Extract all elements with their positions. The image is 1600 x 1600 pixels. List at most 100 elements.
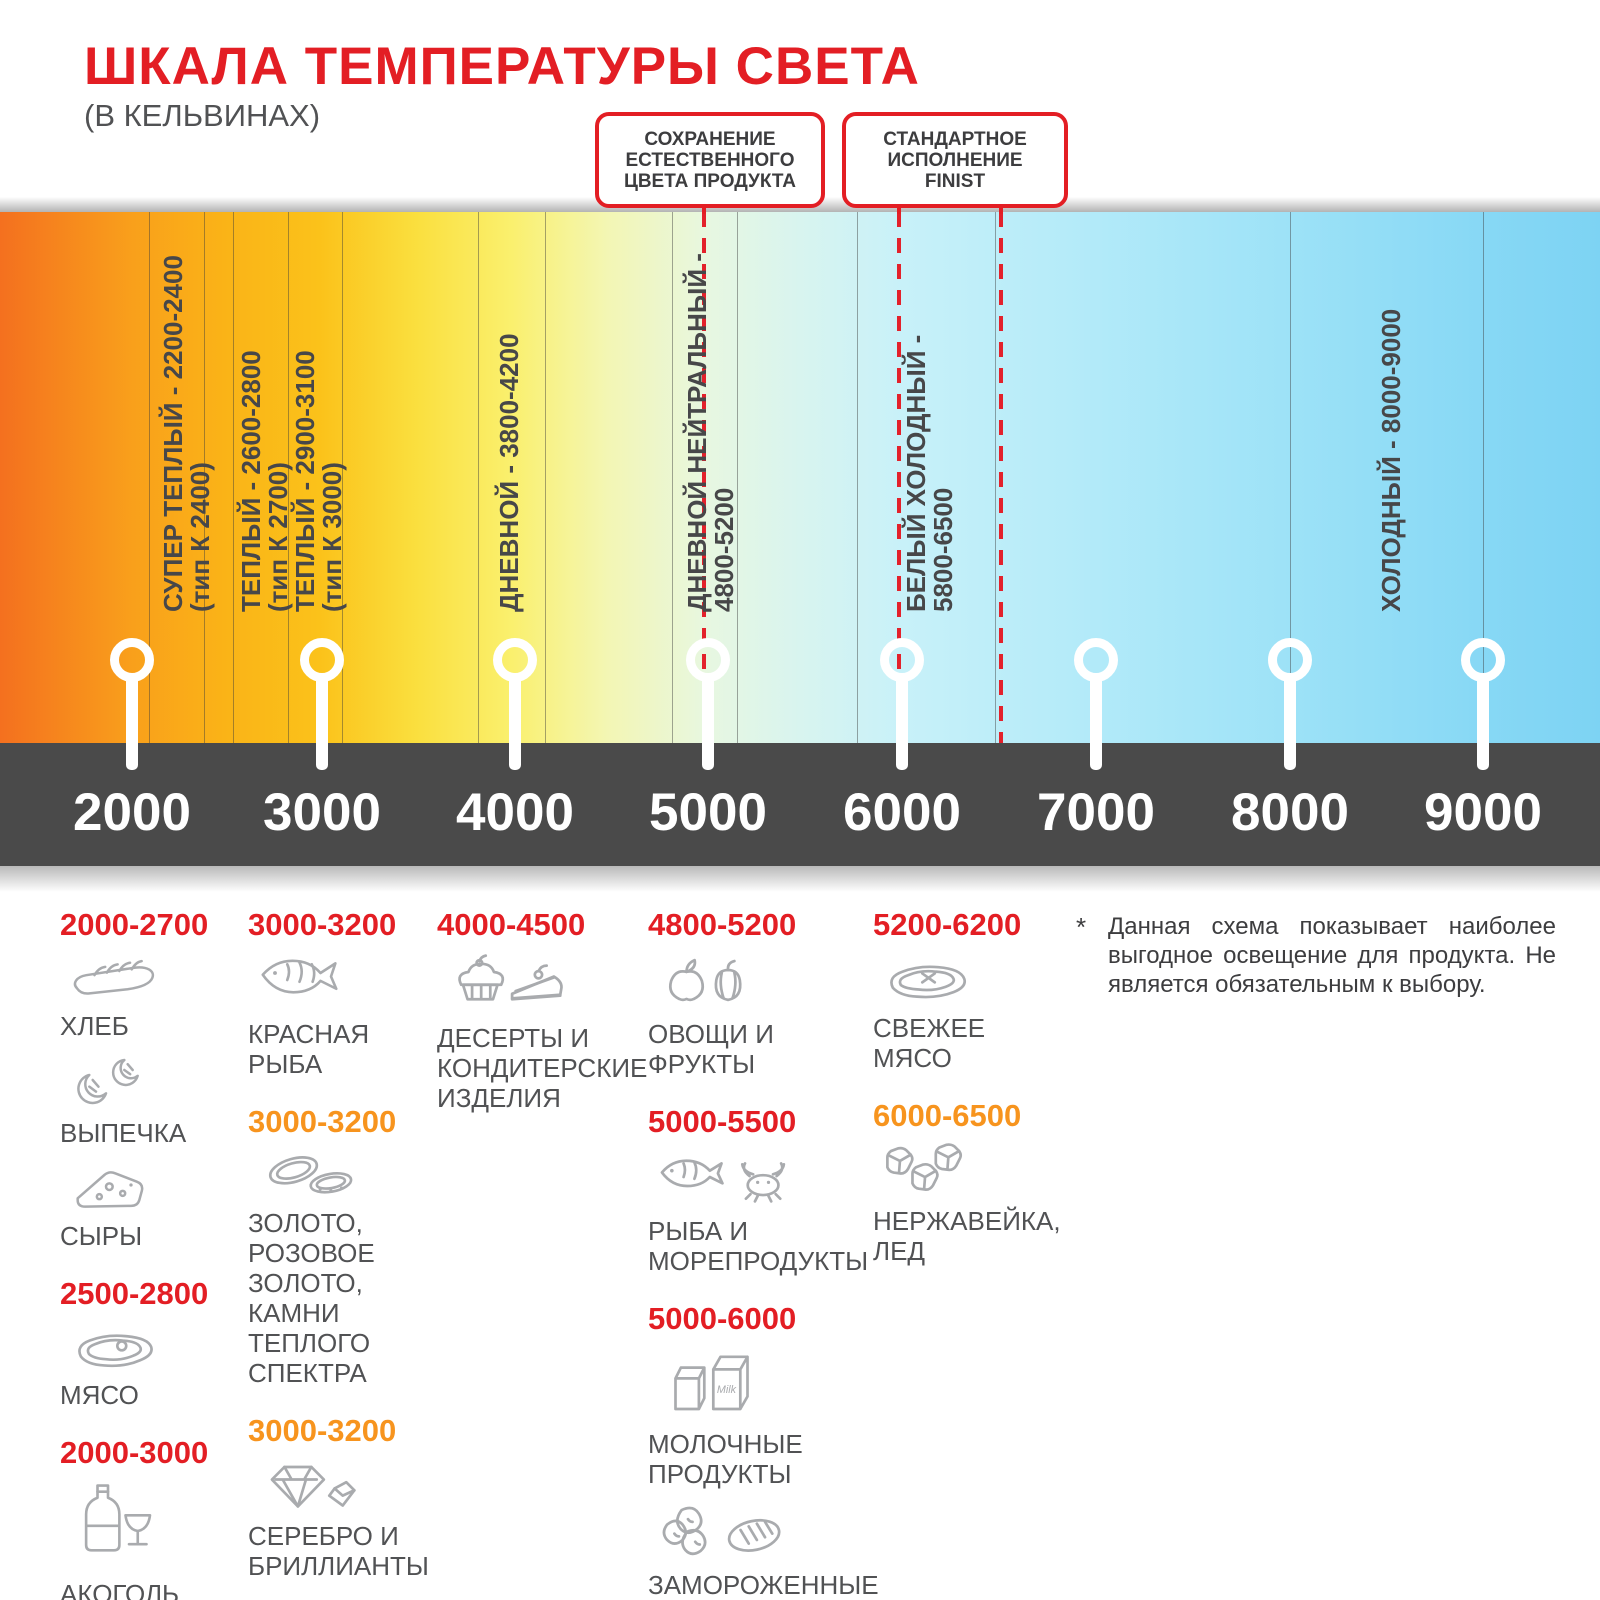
footnote-asterisk: * <box>1076 912 1087 942</box>
product-item: НЕРЖАВЕЙКА, ЛЕД <box>873 1143 1108 1266</box>
product-item: ВЫПЕЧКА <box>60 1053 245 1148</box>
product-label: МОЛОЧНЫЕ ПРОДУКТЫ <box>648 1429 803 1489</box>
tick-marker-icon <box>110 638 154 682</box>
red-fish-icon <box>254 952 453 1013</box>
zone-name: ТЕПЛЫЙ - 2600-2800 <box>236 350 266 612</box>
zone-label-super-warm: СУПЕР ТЕПЛЫЙ - 2200-2400 (тип К 2400) <box>158 255 215 612</box>
zone-name: ХОЛОДНЫЙ - 8000-9000 <box>1376 308 1406 612</box>
range-heading: 2500-2800 <box>60 1276 209 1311</box>
product-item: ХЛЕБ <box>60 952 245 1041</box>
product-item: РЫБА И МОРЕПРОДУКТЫ <box>648 1149 948 1276</box>
product-column-4: 4800-5200 ОВОЩИ И ФРУКТЫ 5000-5500 <box>648 908 948 1600</box>
fish-seafood-icon <box>654 1149 948 1210</box>
range-heading: 6000-6500 <box>873 1098 1022 1133</box>
zone-boundary-line <box>149 212 150 743</box>
product-item: МЯСО <box>60 1321 245 1410</box>
tick-marker-stem <box>702 680 714 770</box>
kelvin-axis-bar <box>0 743 1600 866</box>
product-label: ОВОЩИ И ФРУКТЫ <box>648 1019 774 1079</box>
vegetables-fruits-icon <box>654 952 948 1013</box>
product-group: 5000-6000 Milk МОЛОЧНЫЕ ПРОДУКТЫ <box>648 1302 948 1600</box>
zone-type: (тип К 2700) <box>263 462 293 612</box>
product-label: СВЕЖЕЕ МЯСО <box>873 1013 986 1073</box>
tick-marker-icon <box>300 638 344 682</box>
zone-name: БЕЛЫЙ ХОЛОДНЫЙ - <box>901 334 931 612</box>
product-item: Milk МОЛОЧНЫЕ ПРОДУКТЫ <box>648 1346 948 1489</box>
product-group: 4800-5200 ОВОЩИ И ФРУКТЫ <box>648 907 948 1080</box>
zone-label-cold: ХОЛОДНЫЙ - 8000-9000 <box>1376 308 1406 612</box>
product-item: КРАСНАЯ РЫБА <box>248 952 453 1079</box>
tick-marker-stem <box>1090 680 1102 770</box>
diamond-icon <box>254 1458 453 1515</box>
tick-marker-icon <box>880 638 924 682</box>
product-item: ДЕСЕРТЫ И КОНДИТЕРСКИЕ ИЗДЕЛИЯ <box>437 952 657 1113</box>
product-group: 4000-4500 ДЕСЕРТЫ И КОНДИТЕРСКИЕ ИЗДЕЛИЯ <box>437 908 657 1114</box>
zone-name: ДНЕВНОЙ - 3800-4200 <box>494 333 524 612</box>
range-heading: 2000-3000 <box>60 1435 209 1470</box>
zone-boundary-line <box>545 212 546 743</box>
ice-cubes-icon <box>879 1143 1108 1200</box>
zone-boundary-line <box>288 212 289 743</box>
range-heading: 3000-3200 <box>248 1413 397 1448</box>
zone-type: 4800-5200 <box>709 487 739 612</box>
tick-5000: 5000 <box>649 783 767 842</box>
meat-icon <box>66 1321 245 1374</box>
range-heading: 4800-5200 <box>648 907 797 942</box>
fresh-meat-icon <box>879 952 1108 1007</box>
tick-marker-stem <box>509 680 521 770</box>
tick-marker-icon <box>1268 638 1312 682</box>
product-label: ВЫПЕЧКА <box>60 1118 187 1148</box>
product-group: 5200-6200 СВЕЖЕЕ МЯСО <box>873 907 1108 1074</box>
product-column-1: 2000-2700 ХЛЕБ <box>60 908 245 1600</box>
footnote-text: Данная схема показывает наиболее выгодно… <box>1108 913 1556 998</box>
product-label: ХЛЕБ <box>60 1011 129 1041</box>
zone-label-daylight: ДНЕВНОЙ - 3800-4200 <box>494 333 524 612</box>
product-column-2: 3000-3200 КРАСНАЯ РЫБА 3000-3200 <box>248 908 453 1600</box>
zone-boundary-line <box>342 212 343 743</box>
product-item: ЗАМОРОЖЕННЫЕ ПОЛУФАБРИКАТЫ <box>648 1501 948 1600</box>
zone-boundary-line <box>1290 212 1291 743</box>
band-bottom-shadow <box>0 866 1600 892</box>
page-title: ШКАЛА ТЕМПЕРАТУРЫ СВЕТА <box>84 37 920 96</box>
product-column-5: 5200-6200 СВЕЖЕЕ МЯСО 6000-6500 <box>873 908 1108 1292</box>
product-label: ЗОЛОТО, РОЗОВОЕ ЗОЛОТО, КАМНИ ТЕПЛОГО СП… <box>248 1208 375 1388</box>
zone-label-warm-3000: ТЕПЛЫЙ - 2900-3100 (тип К 3000) <box>290 350 347 612</box>
product-group: 3000-3200 СЕРЕБРО И БРИЛЛИАНТЫ <box>248 1413 453 1582</box>
zone-name: ДНЕВНОЙ НЕЙТРАЛЬНЫЙ - <box>682 253 712 612</box>
zone-type: (тип К 3000) <box>317 462 347 612</box>
product-label: КРАСНАЯ РЫБА <box>248 1019 370 1079</box>
product-label: СЕРЕБРО И БРИЛЛИАНТЫ <box>248 1521 429 1581</box>
zone-boundary-line <box>737 212 738 743</box>
tick-marker-stem <box>1284 680 1296 770</box>
tick-2000: 2000 <box>73 783 191 842</box>
bread-icon <box>66 952 245 1005</box>
product-item: ОВОЩИ И ФРУКТЫ <box>648 952 948 1079</box>
zone-boundary-line <box>204 212 205 743</box>
product-group: 3000-3200 ЗОЛОТО, РОЗОВОЕ ЗОЛОТО, КАМНИ … <box>248 1104 453 1389</box>
product-label: ЗАМОРОЖЕННЫЕ ПОЛУФАБРИКАТЫ <box>648 1570 879 1600</box>
zone-name: СУПЕР ТЕПЛЫЙ - 2200-2400 <box>158 255 188 612</box>
zone-boundary-line <box>478 212 479 743</box>
tick-marker-icon <box>686 638 730 682</box>
tick-marker-icon <box>1461 638 1505 682</box>
range-heading: 5200-6200 <box>873 907 1022 942</box>
zone-boundary-line <box>233 212 234 743</box>
zone-label-warm-2700: ТЕПЛЫЙ - 2600-2800 (тип К 2700) <box>236 350 293 612</box>
product-item: ЗОЛОТО, РОЗОВОЕ ЗОЛОТО, КАМНИ ТЕПЛОГО СП… <box>248 1149 453 1388</box>
product-label: РЫБА И МОРЕПРОДУКТЫ <box>648 1216 869 1276</box>
product-group: 2000-2700 ХЛЕБ <box>60 908 245 1252</box>
product-item: АКОГОЛЬ <box>60 1480 245 1600</box>
range-heading: 3000-3200 <box>248 907 397 942</box>
range-heading: 3000-3200 <box>248 1104 397 1139</box>
tick-marker-icon <box>1074 638 1118 682</box>
product-group: 2500-2800 МЯСО <box>60 1276 245 1411</box>
product-label: СЫРЫ <box>60 1221 143 1251</box>
cheese-icon <box>66 1160 245 1215</box>
product-item: СЕРЕБРО И БРИЛЛИАНТЫ <box>248 1458 453 1581</box>
temperature-gradient-bar <box>0 212 1600 743</box>
product-group: 2000-3000 АКОГОЛЬ <box>60 1436 245 1600</box>
product-item: СЫРЫ <box>60 1160 245 1251</box>
milk-text: Milk <box>717 1384 737 1396</box>
product-label: НЕРЖАВЕЙКА, ЛЕД <box>873 1206 1061 1266</box>
